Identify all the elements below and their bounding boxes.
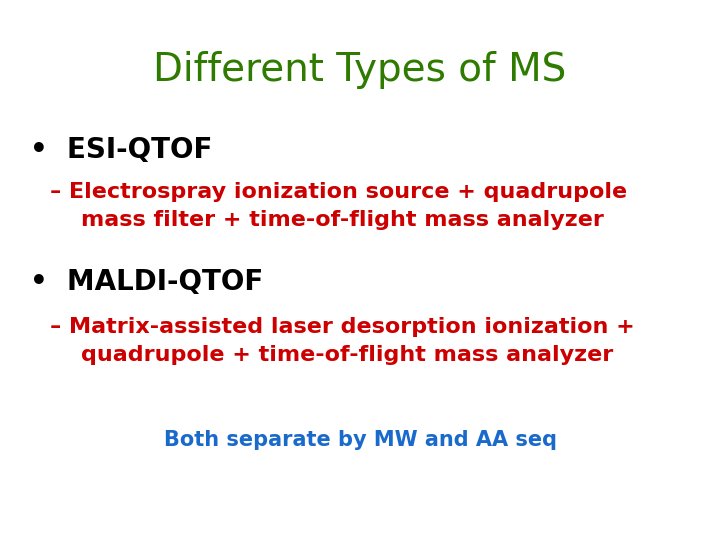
- Text: Both separate by MW and AA seq: Both separate by MW and AA seq: [163, 430, 557, 450]
- Text: quadrupole + time-of-flight mass analyzer: quadrupole + time-of-flight mass analyze…: [50, 345, 613, 365]
- Text: Different Types of MS: Different Types of MS: [153, 51, 567, 89]
- Text: – Matrix-assisted laser desorption ionization +: – Matrix-assisted laser desorption ioniz…: [50, 317, 635, 337]
- Text: mass filter + time-of-flight mass analyzer: mass filter + time-of-flight mass analyz…: [50, 210, 604, 230]
- Text: •  MALDI-QTOF: • MALDI-QTOF: [30, 268, 264, 296]
- Text: – Electrospray ionization source + quadrupole: – Electrospray ionization source + quadr…: [50, 182, 627, 202]
- Text: •  ESI-QTOF: • ESI-QTOF: [30, 136, 212, 164]
